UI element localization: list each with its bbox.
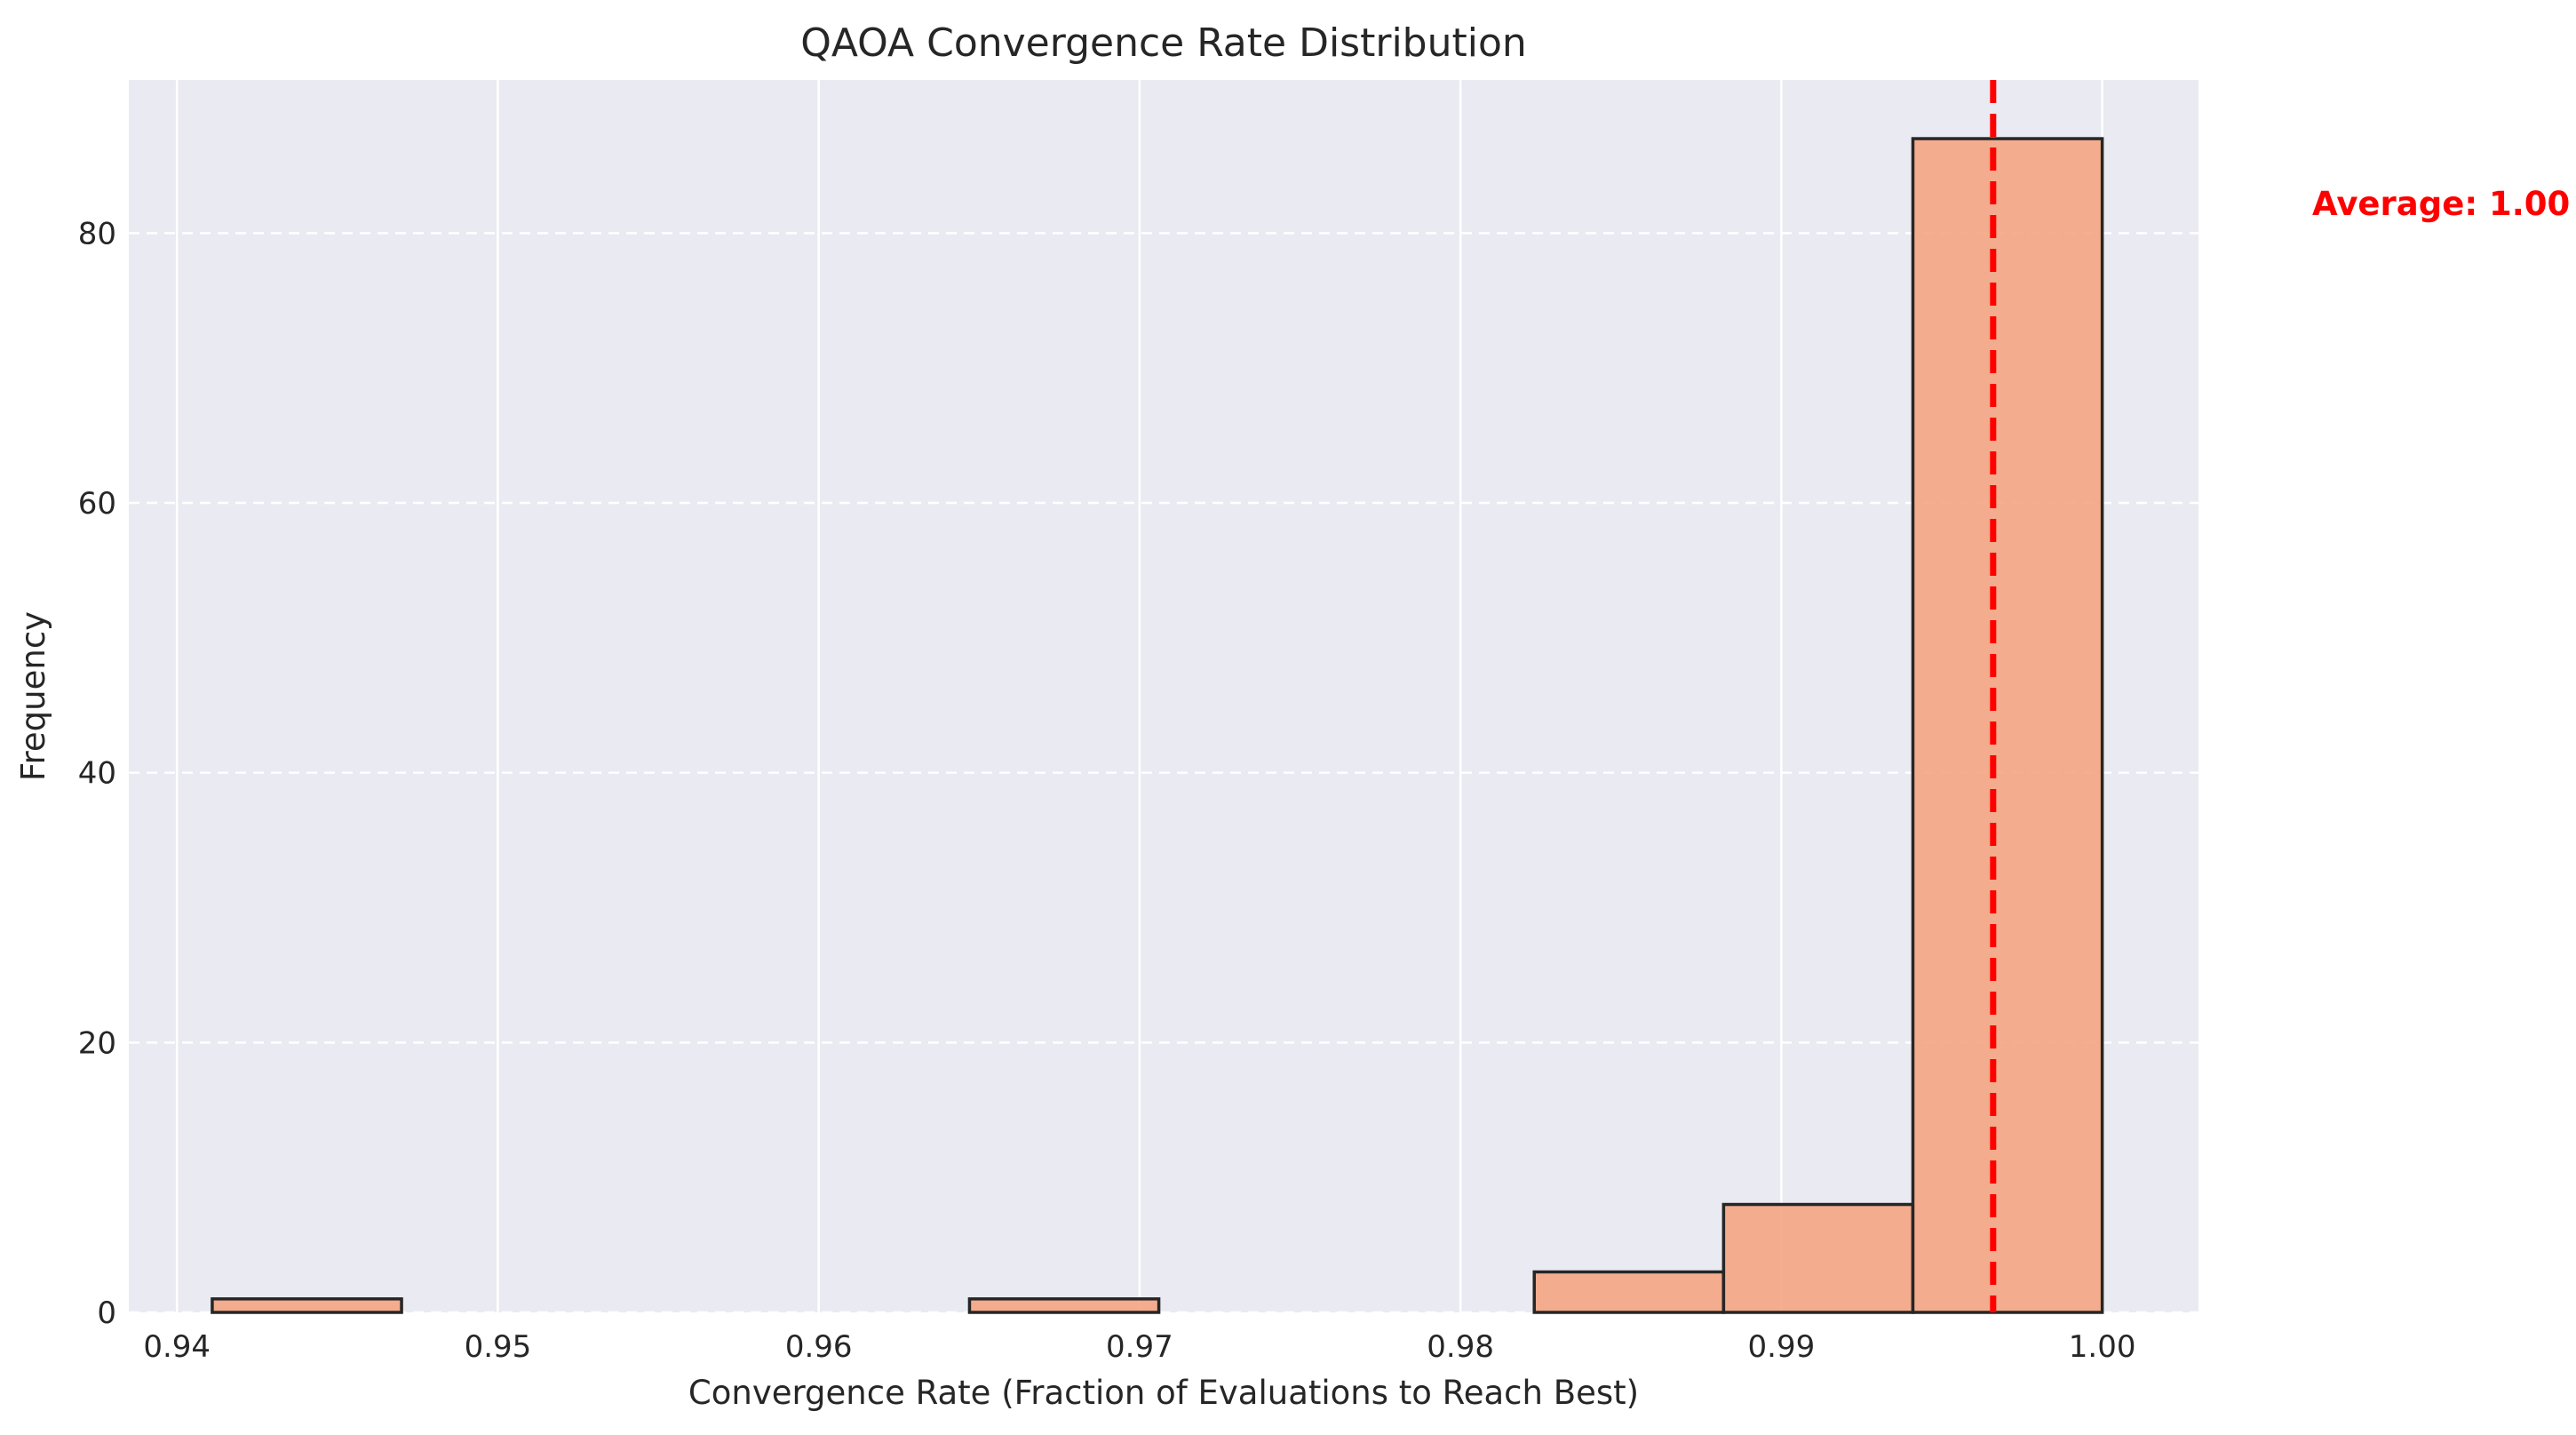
histogram-bar (1911, 137, 2104, 1314)
x-tick-label: 0.94 (143, 1329, 211, 1365)
histogram-bar (967, 1297, 1161, 1314)
x-tick-label: 1.00 (2069, 1329, 2136, 1365)
tick-labels: 0.94 0.95 0.96 0.97 0.98 0.99 1.00 0 20 40 60 80 (78, 216, 2136, 1365)
y-tick-label: 80 (78, 216, 116, 251)
histogram-bar (211, 1297, 403, 1314)
y-tick-label: 20 (78, 1025, 116, 1061)
y-axis-label: Frequency (14, 611, 52, 781)
x-axis-label: Convergence Rate (Fraction of Evaluation… (688, 1374, 1639, 1412)
plot-background (129, 80, 2198, 1312)
chart-title: QAOA Convergence Rate Distribution (800, 20, 1527, 66)
x-tick-label: 0.98 (1427, 1329, 1494, 1365)
histogram-bar (1721, 1202, 1915, 1314)
x-tick-label: 0.97 (1106, 1329, 1173, 1365)
grid-lines (129, 80, 2198, 1314)
x-tick-label: 0.99 (1748, 1329, 1816, 1365)
histogram-bar (1532, 1270, 1726, 1314)
x-tick-label: 0.96 (785, 1329, 853, 1365)
y-tick-label: 40 (78, 756, 116, 792)
y-tick-label: 60 (78, 486, 116, 522)
x-tick-label: 0.95 (465, 1329, 532, 1365)
histogram-bars (211, 137, 2104, 1314)
average-annotation: Average: 1.00 (2312, 185, 2570, 223)
y-tick-label: 0 (97, 1295, 116, 1331)
